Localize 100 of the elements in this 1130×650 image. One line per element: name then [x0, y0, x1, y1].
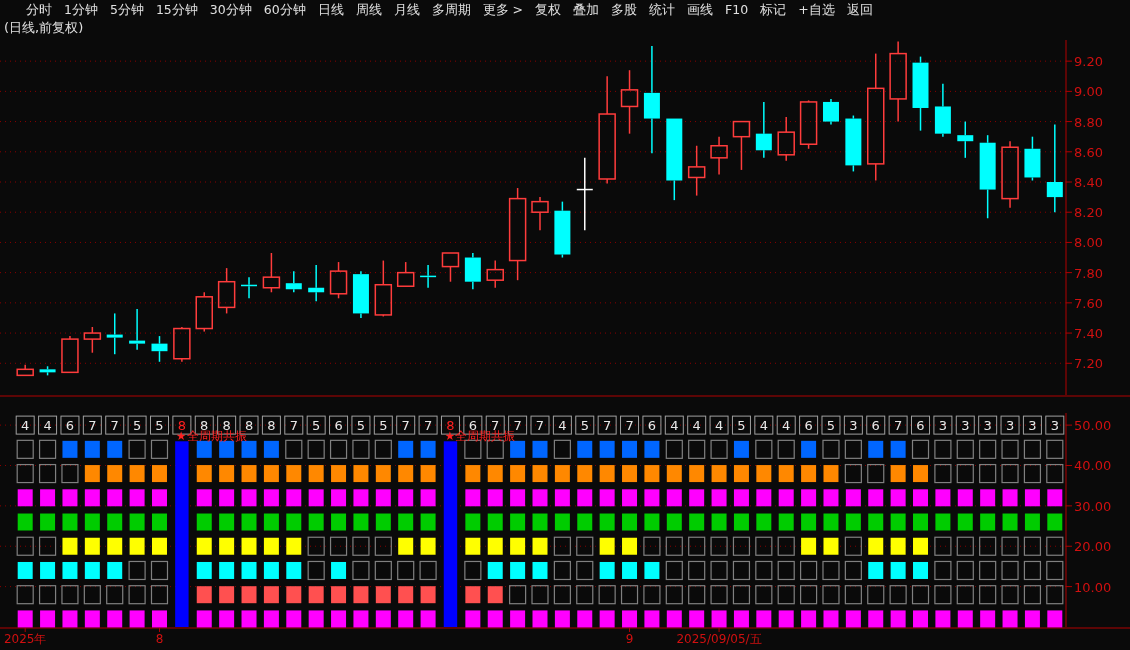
annotation: 3	[983, 418, 992, 434]
candlestick	[643, 45, 660, 155]
point	[241, 586, 257, 604]
point	[622, 561, 638, 579]
point	[84, 537, 100, 555]
point	[666, 513, 682, 531]
text: 周线	[355, 2, 382, 17]
point	[689, 465, 705, 483]
point	[150, 585, 169, 605]
point	[83, 585, 101, 605]
point	[710, 585, 728, 605]
point	[665, 536, 683, 556]
point	[196, 465, 212, 483]
point	[1024, 489, 1040, 507]
point	[576, 536, 594, 556]
point	[913, 513, 929, 531]
point	[465, 513, 481, 531]
point	[150, 439, 169, 459]
point	[577, 610, 593, 628]
y-tick-label: 8.20	[1074, 205, 1103, 221]
point	[688, 560, 706, 581]
annotation: 4	[43, 418, 52, 434]
point	[1001, 560, 1019, 581]
annotation: 7	[625, 418, 634, 434]
point	[84, 465, 100, 483]
point	[285, 439, 303, 459]
point	[219, 586, 235, 604]
point	[957, 610, 973, 628]
point	[196, 489, 212, 507]
annotation: 5	[155, 418, 164, 434]
point	[510, 513, 526, 531]
y-tick-label: 7.80	[1074, 265, 1103, 281]
point	[622, 489, 638, 507]
x-tick-label: 8	[155, 632, 164, 646]
point	[778, 489, 794, 507]
candlestick	[777, 116, 795, 162]
point	[307, 536, 325, 556]
point	[845, 513, 861, 531]
point	[532, 489, 548, 507]
point	[16, 585, 34, 605]
point	[1024, 610, 1040, 628]
point	[956, 463, 974, 484]
point	[353, 513, 369, 531]
point	[286, 513, 302, 531]
point	[913, 489, 929, 507]
point	[16, 536, 34, 556]
point	[823, 513, 839, 531]
point	[62, 561, 78, 579]
annotation: 5	[379, 418, 388, 434]
point	[732, 536, 751, 556]
point	[1046, 585, 1064, 605]
point	[129, 513, 145, 531]
point	[644, 440, 660, 458]
annotation: 4	[670, 418, 679, 434]
point	[913, 610, 929, 628]
point	[956, 439, 974, 459]
point	[286, 610, 302, 628]
point	[532, 513, 548, 531]
text: 统计	[649, 2, 676, 17]
point	[868, 537, 884, 555]
point	[889, 585, 907, 605]
annotation: 7	[401, 418, 410, 434]
point	[510, 561, 526, 579]
text: 多股	[611, 2, 638, 17]
point	[38, 439, 57, 459]
candlestick	[352, 270, 369, 319]
point	[756, 610, 772, 628]
point	[979, 463, 997, 484]
point	[1002, 610, 1018, 628]
point	[644, 465, 660, 483]
point	[666, 610, 682, 628]
point	[844, 585, 862, 605]
point	[599, 489, 615, 507]
point	[957, 489, 973, 507]
candlestick	[464, 252, 481, 291]
point	[777, 536, 795, 556]
point	[935, 489, 951, 507]
point	[577, 440, 593, 458]
annotation: 6	[647, 418, 657, 434]
point	[331, 586, 347, 604]
point	[241, 440, 257, 458]
point	[1001, 585, 1019, 605]
annotation: 3	[1050, 418, 1059, 434]
point	[688, 536, 706, 556]
point	[510, 465, 526, 483]
annotation: 6	[871, 418, 880, 434]
point	[934, 463, 952, 484]
annotation: 3	[849, 418, 858, 434]
point	[219, 610, 235, 628]
annotation: 7	[110, 418, 119, 434]
point	[331, 610, 347, 628]
point	[801, 537, 817, 555]
point	[62, 537, 78, 555]
point	[823, 537, 839, 555]
point	[84, 610, 100, 628]
point	[622, 513, 638, 531]
point	[1024, 513, 1040, 531]
point	[129, 537, 145, 555]
point	[531, 585, 549, 605]
point	[151, 537, 167, 555]
